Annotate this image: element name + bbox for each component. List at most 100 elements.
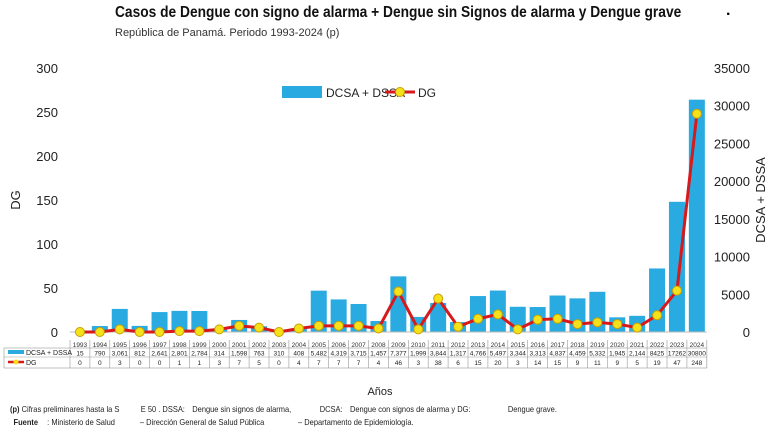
year-label: 2010 [411, 342, 426, 349]
legend-bar-swatch [282, 86, 322, 98]
bar-1998 [171, 310, 188, 332]
table-bar-value: 310 [274, 351, 285, 358]
dg-point-2009 [393, 286, 404, 297]
dg-point-1993 [74, 327, 85, 337]
year-label: 2008 [371, 342, 386, 349]
table-line-label: DG [26, 360, 37, 367]
year-label: 2006 [331, 342, 346, 349]
dg-point-2004 [293, 323, 304, 334]
dg-point-2002 [254, 322, 265, 333]
right-tick-label: 0 [743, 325, 750, 340]
dg-point-2007 [353, 320, 364, 331]
table-dg-value: 9 [615, 360, 619, 367]
table-dg-value: 3 [416, 360, 420, 367]
left-tick-label: 50 [44, 281, 58, 296]
right-tick-label: 35000 [714, 61, 750, 76]
dg-point-2012 [453, 321, 464, 332]
table-bar-value: 4,766 [470, 351, 487, 358]
table-bar-value: 1,317 [450, 351, 467, 358]
table-dg-value: 38 [435, 360, 443, 367]
table-bar-value: 3,844 [430, 351, 447, 358]
dg-point-2016 [532, 314, 543, 325]
right-tick-label: 30000 [714, 99, 750, 114]
dg-point-2003 [273, 327, 284, 337]
dg-point-1999 [194, 326, 205, 337]
table-bar-label: DCSA + DSSA [26, 350, 72, 357]
year-label: 2020 [610, 342, 625, 349]
dg-point-2018 [572, 319, 583, 330]
source-1: : Ministerio de Salud [47, 417, 115, 427]
table-bar-value: 4,837 [549, 351, 566, 358]
table-dg-value: 0 [158, 360, 162, 367]
year-label: 2023 [670, 342, 685, 349]
table-bar-value: 4,319 [331, 351, 348, 358]
table-line-marker [13, 359, 19, 365]
left-tick-label: 150 [36, 193, 58, 208]
year-label: 2013 [471, 342, 486, 349]
source-2: – Dirección General de Salud Pública [139, 417, 265, 427]
table-bar-value: 1,945 [609, 351, 626, 358]
year-label: 2017 [550, 342, 565, 349]
table-dg-value: 46 [395, 360, 403, 367]
dg-point-2010 [413, 324, 424, 335]
bar-2024 [688, 99, 705, 333]
year-label: 2002 [252, 342, 267, 349]
table-bar-value: 790 [94, 351, 105, 358]
table-dg-value: 0 [78, 360, 82, 367]
dg-point-2021 [632, 322, 643, 333]
dg-point-2005 [313, 320, 324, 331]
table-bar-value: 314 [214, 351, 225, 358]
table-bar-value: 1,457 [370, 351, 387, 358]
table-dg-value: 7 [337, 360, 341, 367]
bar-2017 [549, 295, 566, 332]
table-dg-value: 3 [118, 360, 122, 367]
table-bar-value: 3,715 [350, 351, 367, 358]
table-bar-value: 30800 [688, 351, 706, 358]
footnote-dssa: DSSA: [162, 404, 185, 414]
dg-point-2000 [214, 324, 225, 335]
left-tick-label: 200 [36, 149, 58, 164]
left-axis-label: DG [8, 190, 23, 210]
dg-point-2001 [234, 320, 245, 331]
dg-point-2006 [333, 320, 344, 331]
table-dg-value: 3 [217, 360, 221, 367]
table-bar-value: 3,344 [510, 351, 527, 358]
table-bar-value: 763 [254, 351, 265, 358]
table-bar-value: 5,482 [311, 351, 328, 358]
bar-2005 [310, 290, 327, 332]
table-dg-value: 6 [456, 360, 460, 367]
table-bar-value: 408 [293, 351, 304, 358]
year-label: 2001 [232, 342, 247, 349]
year-label: 2019 [590, 342, 605, 349]
footnote-p: (p) [10, 404, 20, 414]
table-bar-value: 812 [134, 351, 145, 358]
year-label: 2022 [650, 342, 665, 349]
dg-point-2014 [492, 309, 503, 320]
table-dg-value: 7 [357, 360, 361, 367]
table-dg-value: 0 [98, 360, 102, 367]
dg-point-2019 [592, 317, 603, 328]
table-bar-value: 3,313 [530, 351, 547, 358]
year-label: 1998 [172, 342, 187, 349]
table-dg-value: 248 [691, 360, 702, 367]
year-label: 2016 [530, 342, 545, 349]
right-tick-label: 25000 [714, 136, 750, 151]
table-bar-value: 8425 [650, 351, 665, 358]
table-bar-swatch [8, 350, 24, 354]
year-label: 2007 [351, 342, 366, 349]
table-dg-value: 11 [594, 360, 601, 367]
year-label: 2018 [570, 342, 585, 349]
year-label: 2009 [391, 342, 406, 349]
right-tick-label: 5000 [721, 287, 750, 302]
table-dg-value: 9 [576, 360, 580, 367]
table-dg-value: 4 [297, 360, 301, 367]
year-label: 2000 [212, 342, 227, 349]
table-dg-value: 1 [198, 360, 202, 367]
x-axis-label: Años [367, 386, 393, 398]
dg-point-2015 [512, 324, 523, 335]
dg-point-1996 [134, 327, 145, 337]
table-bar-value: 2,784 [191, 351, 208, 358]
table-bar-value: 17262 [668, 351, 686, 358]
dg-point-1997 [154, 327, 165, 337]
year-label: 2004 [292, 342, 307, 349]
